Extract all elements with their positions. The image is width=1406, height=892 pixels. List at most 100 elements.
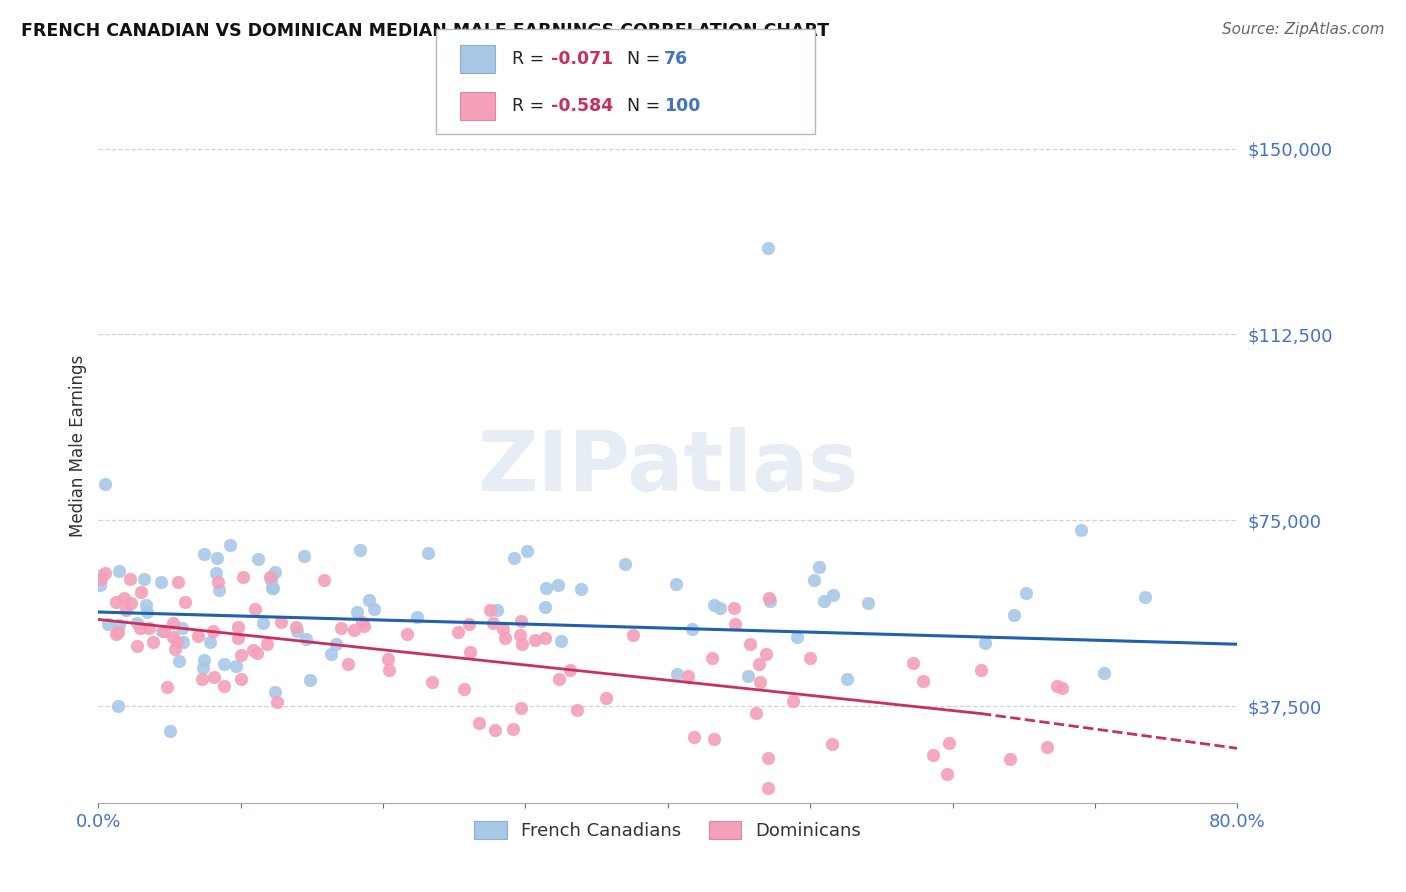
Point — [565, 703, 588, 717]
Point — [156, 680, 179, 694]
Point — [683, 730, 706, 744]
Text: N =: N = — [627, 97, 666, 115]
Point — [363, 602, 385, 616]
Point — [165, 641, 187, 656]
Point — [298, 673, 321, 687]
Point — [346, 605, 368, 619]
Point — [509, 627, 531, 641]
Point — [737, 669, 759, 683]
Point — [201, 624, 224, 638]
Point — [938, 736, 960, 750]
Point — [270, 615, 292, 629]
Point — [231, 648, 253, 662]
Point — [745, 706, 768, 720]
Point — [193, 547, 215, 561]
Point — [467, 715, 489, 730]
Point — [219, 538, 242, 552]
Point — [153, 624, 176, 639]
Point — [492, 622, 515, 636]
Point — [170, 621, 193, 635]
Point — [970, 664, 993, 678]
Point — [495, 631, 517, 645]
Point — [285, 624, 308, 639]
Point — [200, 635, 222, 649]
Text: FRENCH CANADIAN VS DOMINICAN MEDIAN MALE EARNINGS CORRELATION CHART: FRENCH CANADIAN VS DOMINICAN MEDIAN MALE… — [21, 22, 830, 40]
Point — [595, 690, 617, 705]
Text: ZIPatlas: ZIPatlas — [478, 427, 858, 508]
Point — [738, 637, 761, 651]
Point — [135, 605, 157, 619]
Point — [835, 672, 858, 686]
Point — [510, 614, 533, 628]
Point — [756, 780, 779, 795]
Point — [263, 565, 285, 579]
Point — [187, 629, 209, 643]
Point — [90, 572, 112, 586]
Point — [416, 545, 439, 559]
Text: -0.584: -0.584 — [551, 97, 613, 115]
Point — [681, 622, 703, 636]
Point — [172, 634, 194, 648]
Point — [547, 578, 569, 592]
Point — [759, 594, 782, 608]
Point — [295, 632, 318, 647]
Point — [748, 657, 770, 671]
Point — [312, 574, 335, 588]
Point — [107, 618, 129, 632]
Point — [911, 673, 934, 688]
Point — [108, 564, 131, 578]
Point — [105, 595, 128, 609]
Point — [141, 634, 163, 648]
Point — [534, 632, 557, 646]
Point — [478, 603, 501, 617]
Point — [422, 674, 444, 689]
Point — [700, 651, 723, 665]
Point — [1015, 586, 1038, 600]
Point — [756, 241, 779, 255]
Point — [550, 634, 572, 648]
Point — [132, 572, 155, 586]
Text: R =: R = — [512, 97, 550, 115]
Point — [349, 543, 371, 558]
Text: Source: ZipAtlas.com: Source: ZipAtlas.com — [1222, 22, 1385, 37]
Point — [758, 591, 780, 606]
Point — [107, 698, 129, 713]
Y-axis label: Median Male Earnings: Median Male Earnings — [69, 355, 87, 537]
Point — [921, 747, 943, 762]
Point — [246, 552, 269, 566]
Point — [703, 732, 725, 747]
Point — [150, 624, 173, 638]
Point — [974, 636, 997, 650]
Point — [114, 603, 136, 617]
Point — [214, 657, 236, 671]
Point — [749, 675, 772, 690]
Point — [756, 751, 779, 765]
Point — [266, 695, 288, 709]
Point — [621, 628, 644, 642]
Point — [260, 574, 283, 588]
Point — [782, 694, 804, 708]
Point — [228, 631, 250, 645]
Point — [225, 659, 247, 673]
Point — [395, 626, 418, 640]
Point — [484, 723, 506, 737]
Point — [292, 549, 315, 563]
Point — [202, 670, 225, 684]
Text: 100: 100 — [664, 97, 700, 115]
Point — [377, 651, 399, 665]
Point — [534, 582, 557, 596]
Point — [1002, 608, 1025, 623]
Point — [666, 667, 689, 681]
Point — [284, 620, 307, 634]
Point — [457, 617, 479, 632]
Point — [502, 722, 524, 736]
Point — [94, 477, 117, 491]
Point — [1046, 679, 1069, 693]
Point — [336, 657, 359, 671]
Point — [120, 572, 142, 586]
Point — [128, 621, 150, 635]
Text: -0.071: -0.071 — [551, 50, 613, 68]
Point — [319, 647, 342, 661]
Point — [162, 630, 184, 644]
Point — [262, 582, 284, 596]
